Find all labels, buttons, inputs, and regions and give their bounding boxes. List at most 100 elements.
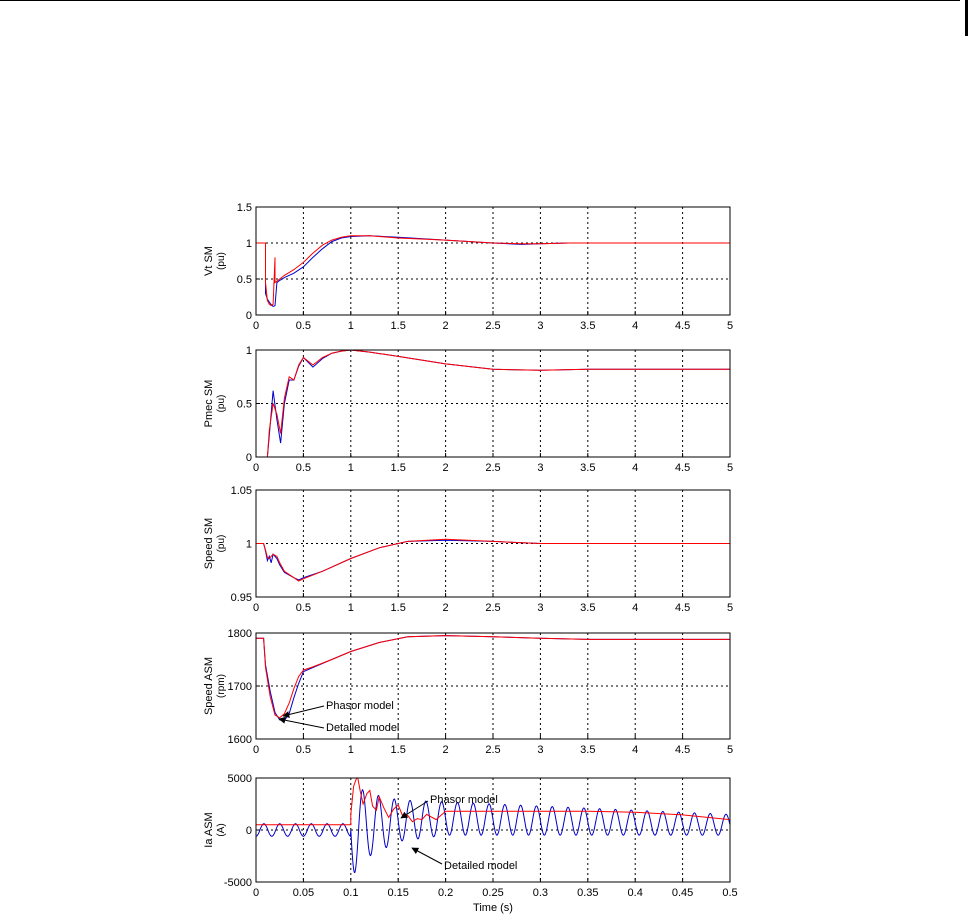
x-tick-label: 0.45: [672, 887, 693, 899]
x-tick-label: 0: [253, 320, 259, 332]
annotation-arrow-speed-asm-detailed: [278, 716, 325, 729]
x-tick-label: 4.5: [675, 320, 690, 332]
x-tick-label: 0: [253, 744, 259, 756]
x-tick-label: 0.3: [533, 887, 548, 899]
x-tick-label: 4: [632, 320, 638, 332]
annotation-ia-asm-detailed: Detailed model: [444, 860, 517, 872]
x-tick-label: 4: [632, 602, 638, 614]
x-tick-label: 0: [253, 462, 259, 474]
x-tick-label: 0: [253, 602, 259, 614]
x-tick-label: 0.15: [387, 887, 408, 899]
x-tick-label: 5: [727, 462, 733, 474]
y-tick-label: 1700: [228, 681, 252, 693]
x-tick-label: 5: [727, 602, 733, 614]
y-tick-label: 0.95: [231, 592, 252, 604]
x-tick-label: 1: [348, 320, 354, 332]
y-axis-label: Speed ASM(rpm): [203, 657, 227, 715]
x-tick-label: 2: [443, 744, 449, 756]
x-tick-label: 1: [348, 744, 354, 756]
y-tick-label: 1: [246, 238, 252, 250]
x-tick-label: 3: [537, 462, 543, 474]
x-tick-label: 2.5: [485, 744, 500, 756]
annotation-arrow-speed-asm-phasor: [282, 705, 325, 718]
page-top-rule: [0, 0, 960, 1]
x-tick-label: 0.35: [577, 887, 598, 899]
x-tick-label: 3.5: [580, 462, 595, 474]
x-tick-label: 0.05: [293, 887, 314, 899]
y-tick-label: 5000: [228, 773, 252, 785]
x-tick-label: 0.4: [628, 887, 643, 899]
chart-panel-3: 0 0.5 1 1.5 2 2.5 3 3.5 4 4.5 5 0.95 1 1.05 Speed SM(p…: [203, 485, 733, 614]
x-tick-label: 0.5: [296, 462, 311, 474]
annotation-arrow-ia-asm-phasor: [400, 800, 429, 819]
x-tick-label: 0.5: [296, 320, 311, 332]
x-tick-label: 0.5: [296, 602, 311, 614]
x-tick-label: 3: [537, 320, 543, 332]
series-line-2: [256, 635, 730, 719]
chart-panel-4: 0 0.5 1 1.5 2 2.5 3 3.5 4 4.5 5 1600 1700 1800 Speed A…: [203, 628, 733, 756]
x-tick-label: 3.5: [580, 744, 595, 756]
y-tick-label: 0.5: [237, 274, 252, 286]
y-tick-label: 1.5: [237, 202, 252, 214]
chart-panel-1: 0 0.5 1 1.5 2 2.5 3 3.5 4 4.5 5 0 0.5 1 1.5 Vt SM(pu): [203, 202, 733, 332]
x-tick-label: 4: [632, 462, 638, 474]
y-tick-label: 1: [246, 539, 252, 551]
x-tick-label: 0: [253, 887, 259, 899]
x-tick-label: 2.5: [485, 462, 500, 474]
y-tick-label: -5000: [224, 877, 252, 889]
x-tick-label: 2: [443, 462, 449, 474]
y-tick-label: 0: [246, 452, 252, 464]
series-line-2: [256, 778, 730, 826]
x-tick-label: 1.5: [391, 320, 406, 332]
x-tick-label: 0.2: [438, 887, 453, 899]
x-tick-label: 3: [537, 602, 543, 614]
y-axis-label: Vt SM(pu): [203, 246, 227, 276]
x-tick-label: 2: [443, 602, 449, 614]
x-axis-label: Time (s): [473, 902, 513, 914]
y-tick-label: 1.05: [231, 485, 252, 497]
annotation-speed-asm-detailed: Detailed model: [326, 722, 399, 734]
chart-panel-2: 0 0.5 1 1.5 2 2.5 3 3.5 4 4.5 5 0 0.5 1 Pmec SM(pu): [203, 345, 733, 474]
plot-frame: [255, 349, 731, 458]
page-corner-mark: [965, 0, 968, 36]
chart-panel-5: 0 0.05 0.1 0.15 0.2 0.25 0.3 0.35 0.4 0.45 0.5 -500…: [203, 773, 738, 914]
x-tick-label: 1: [348, 602, 354, 614]
annotation-arrow-ia-asm-detailed: [411, 847, 443, 865]
plot-frame: [255, 206, 731, 316]
x-tick-label: 3: [537, 744, 543, 756]
series-line-2: [256, 350, 730, 457]
x-tick-label: 4.5: [675, 744, 690, 756]
x-tick-label: 0.5: [722, 887, 737, 899]
y-axis-label: Speed SM(pu): [203, 518, 227, 569]
plot-frame: [255, 777, 731, 883]
x-tick-label: 1.5: [391, 744, 406, 756]
x-tick-label: 2: [443, 320, 449, 332]
series-line-1: [256, 788, 730, 874]
x-tick-label: 4.5: [675, 462, 690, 474]
x-tick-label: 4: [632, 744, 638, 756]
series-line-2: [256, 235, 730, 307]
x-tick-label: 1.5: [391, 602, 406, 614]
annotation-speed-asm-phasor: Phasor model: [326, 700, 394, 712]
plot-frame: [255, 489, 731, 598]
x-tick-label: 1.5: [391, 462, 406, 474]
x-tick-label: 4.5: [675, 602, 690, 614]
x-tick-label: 1: [348, 462, 354, 474]
plot-frame: [255, 632, 731, 740]
y-tick-label: 1600: [228, 734, 252, 746]
annotation-layer: Phasor model Detailed model Phasor model…: [278, 700, 517, 872]
x-tick-label: 0.1: [343, 887, 358, 899]
y-tick-label: 1: [246, 345, 252, 357]
x-tick-label: 5: [727, 320, 733, 332]
x-tick-label: 3.5: [580, 602, 595, 614]
x-tick-label: 2.5: [485, 602, 500, 614]
y-tick-label: 0: [246, 310, 252, 322]
y-axis-label: Pmec SM(pu): [203, 380, 227, 428]
series-line-2: [256, 538, 730, 582]
annotation-ia-asm-phasor: Phasor model: [430, 794, 498, 806]
x-tick-label: 5: [727, 744, 733, 756]
x-tick-label: 3.5: [580, 320, 595, 332]
y-tick-label: 0.5: [237, 399, 252, 411]
x-tick-label: 2.5: [485, 320, 500, 332]
